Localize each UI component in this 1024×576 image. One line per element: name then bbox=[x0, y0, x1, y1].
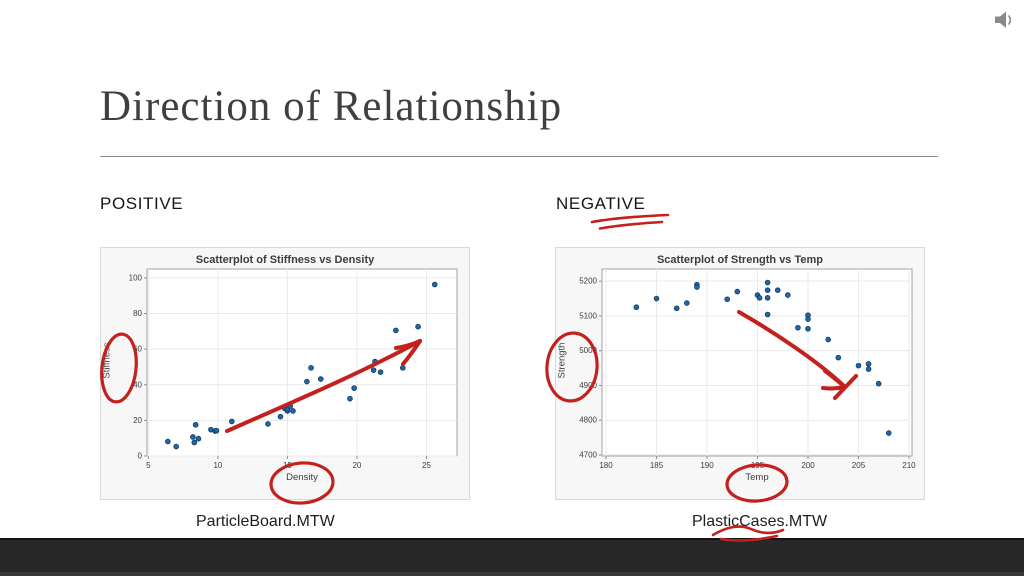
data-point bbox=[165, 438, 171, 445]
data-point bbox=[192, 422, 199, 428]
data-point bbox=[774, 287, 781, 294]
y-tick-label: 0 bbox=[138, 452, 143, 461]
x-tick-label: 210 bbox=[902, 461, 916, 470]
data-point bbox=[865, 366, 872, 372]
data-point bbox=[393, 327, 399, 334]
data-point bbox=[173, 443, 179, 450]
data-point bbox=[265, 421, 271, 427]
y-tick-label: 80 bbox=[133, 309, 142, 318]
data-point bbox=[317, 376, 324, 382]
data-point bbox=[399, 365, 406, 371]
speaker-wave bbox=[1007, 14, 1012, 26]
chart-title: Scatterplot of Strength vs Temp bbox=[656, 254, 824, 266]
speaker-icon[interactable] bbox=[994, 10, 1016, 30]
scatterplot-card-negative: Scatterplot of Strength vs Temp Strength… bbox=[555, 247, 925, 500]
data-point bbox=[653, 295, 660, 302]
data-point bbox=[308, 365, 314, 371]
bottom-bar-edge bbox=[0, 572, 1024, 576]
data-point bbox=[734, 288, 741, 295]
data-point bbox=[287, 403, 293, 409]
scatterplot-svg: 180 185 190 195 200 205 210 4700 4800 4900 5000 510… bbox=[579, 268, 916, 470]
data-point bbox=[191, 439, 198, 446]
dataset-caption-right: PlasticCases.MTW bbox=[692, 513, 828, 530]
data-point bbox=[724, 296, 731, 303]
negative-heading: NEGATIVE bbox=[556, 194, 646, 213]
bottom-bar bbox=[0, 538, 1024, 576]
data-point bbox=[795, 324, 801, 331]
y-tick-label: 100 bbox=[129, 273, 143, 282]
data-point bbox=[805, 325, 811, 332]
data-point bbox=[825, 336, 831, 343]
x-tick-label: 25 bbox=[422, 461, 431, 470]
x-tick-label: 10 bbox=[213, 461, 222, 470]
x-tick-label: 15 bbox=[283, 461, 292, 470]
data-point bbox=[764, 287, 771, 294]
data-point bbox=[784, 292, 791, 298]
y-tick-label: 5000 bbox=[579, 346, 597, 355]
title-divider bbox=[100, 156, 938, 157]
y-tick-label: 5100 bbox=[579, 311, 597, 320]
data-point bbox=[885, 430, 892, 436]
data-point bbox=[764, 279, 771, 286]
data-point bbox=[764, 311, 771, 318]
data-point bbox=[277, 413, 284, 420]
data-point bbox=[415, 323, 421, 330]
data-point bbox=[290, 408, 296, 414]
negative-underline-annotation bbox=[590, 213, 670, 230]
data-point bbox=[377, 369, 384, 375]
data-point bbox=[195, 435, 202, 442]
data-point bbox=[228, 418, 235, 425]
x-tick-label: 5 bbox=[146, 461, 151, 470]
data-point bbox=[694, 284, 700, 290]
data-point bbox=[633, 304, 640, 311]
positive-heading: POSITIVE bbox=[100, 194, 184, 213]
scatterplot-svg: 5 10 15 20 25 0 20 40 60 80 100 bbox=[129, 268, 458, 470]
data-point bbox=[370, 367, 377, 373]
data-point bbox=[190, 434, 196, 440]
y-tick-label: 60 bbox=[133, 345, 142, 354]
dataset-caption-left: ParticleBoard.MTW bbox=[196, 513, 335, 530]
data-point bbox=[673, 305, 680, 312]
x-tick-label: 20 bbox=[352, 461, 361, 470]
data-point bbox=[865, 361, 872, 367]
y-tick-label: 5200 bbox=[579, 277, 597, 286]
y-tick-label: 4700 bbox=[579, 450, 597, 459]
chart-title: Scatterplot of Stiffness vs Density bbox=[195, 254, 375, 266]
data-point bbox=[372, 358, 378, 365]
data-point bbox=[351, 385, 357, 391]
y-tick-label: 4800 bbox=[579, 416, 597, 425]
x-tick-label: 190 bbox=[700, 461, 714, 470]
data-point bbox=[764, 295, 771, 301]
y-tick-label: 20 bbox=[133, 416, 142, 425]
data-point bbox=[855, 362, 862, 369]
y-tick-label: 40 bbox=[133, 380, 142, 389]
data-point bbox=[347, 395, 353, 402]
page-title: Direction of Relationship bbox=[100, 83, 563, 130]
data-point bbox=[875, 380, 882, 387]
scatterplot-card-positive: Scatterplot of Stiffness vs Density Stif… bbox=[100, 247, 470, 500]
speaker-body bbox=[995, 11, 1006, 28]
x-tick-label: 205 bbox=[852, 461, 866, 470]
data-point bbox=[805, 316, 811, 322]
data-point bbox=[684, 300, 690, 306]
data-point bbox=[835, 354, 842, 361]
y-tick-label: 4900 bbox=[579, 381, 597, 390]
data-point bbox=[756, 295, 763, 301]
x-tick-label: 195 bbox=[751, 461, 765, 470]
x-tick-label: 200 bbox=[801, 461, 815, 470]
x-tick-label: 185 bbox=[650, 461, 664, 470]
x-tick-label: 180 bbox=[599, 461, 613, 470]
data-point bbox=[431, 281, 438, 288]
data-point bbox=[213, 427, 220, 434]
data-point bbox=[304, 378, 310, 385]
